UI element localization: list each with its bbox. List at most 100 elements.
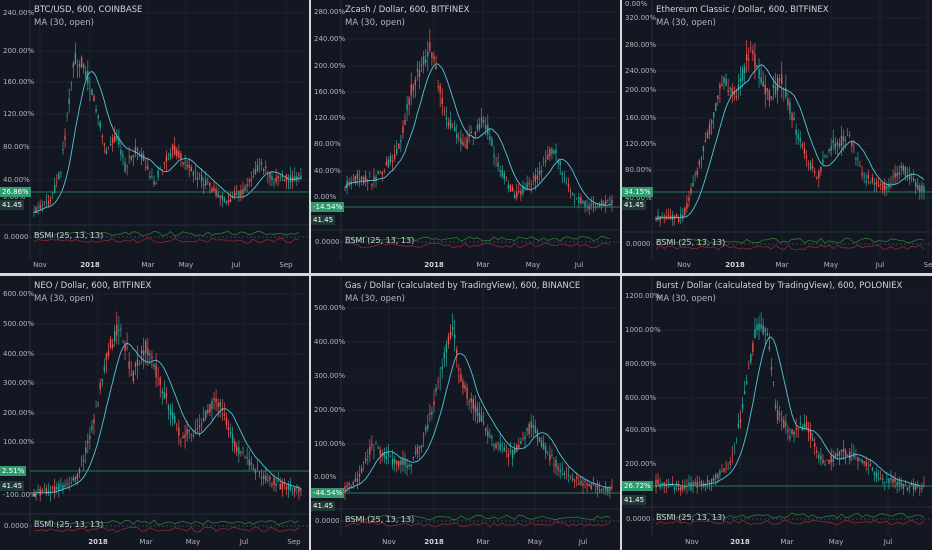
x-axis-tick: Sep: [287, 538, 301, 546]
candle-body: [912, 484, 915, 491]
candle-body: [402, 458, 404, 465]
candle-body: [573, 480, 576, 482]
chart-panel-5[interactable]: Gas / Dollar (calculated by TradingView)…: [311, 276, 620, 550]
candle-body: [743, 391, 746, 395]
candle-body: [571, 478, 574, 481]
candle-body: [741, 403, 744, 409]
candle-body: [754, 54, 756, 68]
candle-body: [869, 181, 872, 183]
candle-body: [505, 451, 508, 453]
chart-canvas[interactable]: [311, 276, 620, 550]
y-axis-tick: 40.00%: [314, 167, 341, 175]
candle-body: [536, 175, 539, 180]
candle-body: [576, 197, 578, 199]
candle-body: [727, 90, 729, 92]
ma-label: MA (30, open): [345, 18, 405, 28]
chart-canvas[interactable]: [0, 0, 309, 273]
candle-body: [770, 367, 773, 370]
candle-body: [582, 201, 584, 203]
candle-body: [553, 464, 555, 466]
candle-body: [696, 481, 698, 488]
candle-body: [58, 173, 60, 180]
candle-body: [877, 477, 880, 480]
candle-body: [846, 454, 849, 456]
candle-body: [126, 165, 128, 167]
candle-body: [838, 451, 841, 456]
candle-body: [398, 143, 400, 149]
candle-body: [136, 359, 139, 366]
candle-body: [367, 456, 369, 457]
candle-body: [219, 402, 221, 407]
candle-body: [468, 135, 470, 138]
candle-body: [493, 154, 495, 157]
chart-canvas[interactable]: [622, 0, 932, 273]
candle-body: [219, 195, 221, 199]
candle-body: [766, 88, 768, 92]
candle-body: [776, 410, 779, 421]
candle-body: [460, 138, 462, 144]
candle-body: [130, 156, 132, 160]
candle-body: [910, 178, 913, 179]
candle-body: [487, 431, 489, 437]
y-axis-tick: 280.00%: [314, 8, 346, 16]
candle-body: [663, 482, 665, 486]
y-axis-tick: 100.00%: [314, 440, 346, 448]
candle-body: [142, 350, 145, 356]
candle-body: [425, 59, 427, 64]
y-axis-tick: 200.00%: [625, 86, 657, 94]
candle-body: [584, 481, 586, 482]
x-axis-tick: Mar: [139, 538, 153, 546]
indicator-value: 0.0000: [4, 233, 29, 241]
candle-body: [180, 441, 182, 442]
chart-title: BTC/USD, 600, COINBASE: [34, 5, 143, 15]
candle-body: [760, 77, 762, 83]
candle-body: [161, 391, 163, 394]
candle-body: [178, 427, 180, 436]
candle-body: [547, 453, 549, 454]
candle-body: [772, 84, 775, 89]
candle-body: [700, 158, 703, 159]
ma-badge: 41.45: [0, 200, 25, 210]
chart-canvas[interactable]: [0, 276, 309, 550]
candle-body: [661, 215, 663, 218]
candle-body: [511, 186, 514, 192]
candle-body: [824, 464, 826, 465]
candle-body: [451, 327, 454, 330]
candle-body: [582, 483, 584, 486]
candle-body: [227, 427, 230, 431]
chart-panel-2[interactable]: Zcash / Dollar, 600, BITFINEX MA (30, ope…: [311, 0, 620, 273]
candle-body: [192, 434, 195, 437]
chart-canvas[interactable]: [622, 276, 932, 550]
candle-body: [569, 476, 572, 477]
candle-body: [919, 186, 921, 193]
candle-body: [822, 159, 824, 163]
candle-body: [120, 150, 122, 156]
candle-body: [431, 52, 433, 58]
candle-body: [532, 176, 534, 178]
candle-body: [281, 482, 284, 490]
chart-panel-3[interactable]: Ethereum Classic / Dollar, 600, BITFINEX…: [622, 0, 932, 273]
candle-body: [480, 415, 483, 422]
chart-panel-6[interactable]: Burst / Dollar (calculated by TradingVie…: [622, 276, 932, 550]
chart-canvas[interactable]: [311, 0, 620, 273]
x-axis-tick: Jul: [239, 538, 249, 546]
candle-body: [252, 468, 255, 470]
candle-body: [171, 144, 174, 151]
candle-body: [205, 410, 207, 419]
candle-body: [914, 485, 917, 490]
candle-body: [871, 467, 874, 471]
moving-average-line: [344, 63, 613, 206]
candle-body: [509, 450, 512, 453]
candle-body: [725, 78, 727, 86]
chart-panel-1[interactable]: BTC/USD, 600, COINBASE MA (30, open) BSMI …: [0, 0, 309, 273]
candle-body: [528, 423, 530, 434]
chart-panel-4[interactable]: NEO / Dollar, 600, BITFINEX MA (30, open)…: [0, 276, 309, 550]
candle-body: [238, 190, 240, 197]
candle-body: [262, 168, 265, 171]
chart-title: Burst / Dollar (calculated by TradingVie…: [656, 281, 903, 291]
candle-body: [561, 172, 563, 175]
candle-body: [470, 397, 472, 403]
candle-body: [611, 486, 613, 487]
candle-body: [557, 466, 559, 471]
chart-title: NEO / Dollar, 600, BITFINEX: [34, 281, 152, 291]
